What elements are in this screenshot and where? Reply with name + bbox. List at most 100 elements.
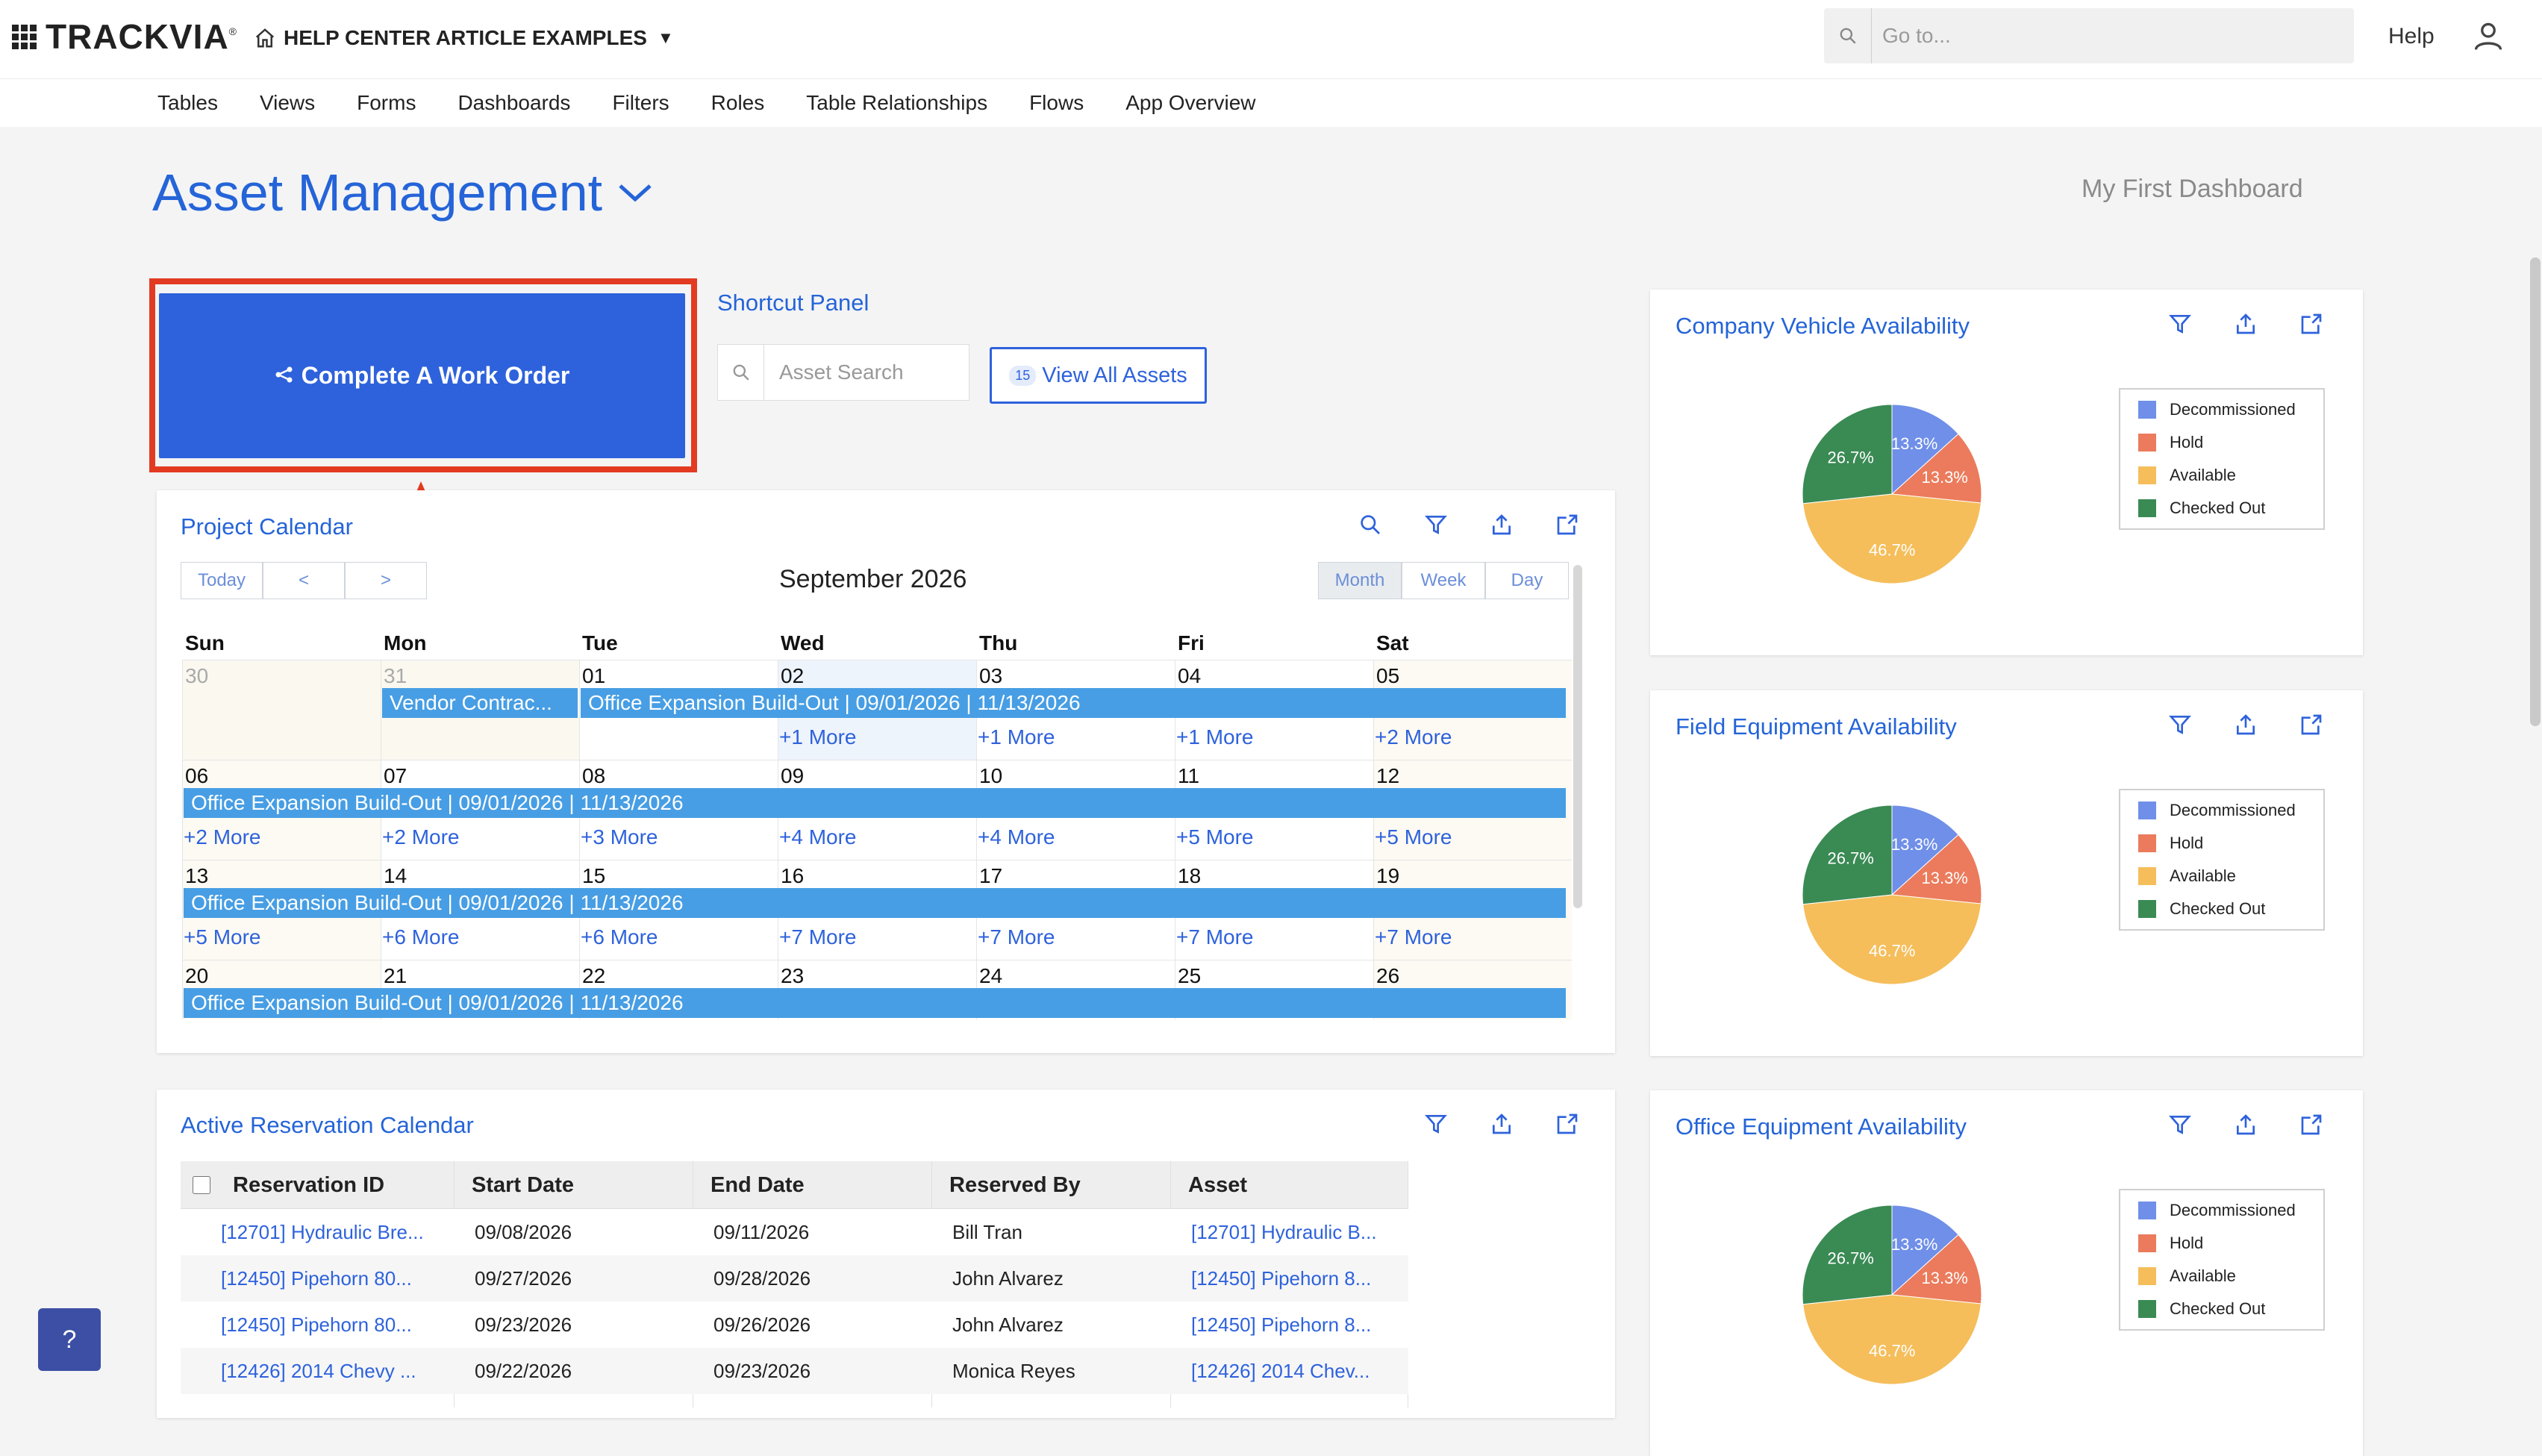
expand-icon[interactable]	[1555, 1112, 1579, 1136]
export-icon[interactable]	[2234, 713, 2258, 737]
user-icon[interactable]	[2472, 19, 2505, 56]
calendar-scrollbar[interactable]	[1573, 565, 1582, 908]
pie-slice-decommissioned[interactable]	[1891, 1205, 1959, 1296]
more-events-link[interactable]: +5 More	[184, 925, 261, 949]
pie-slice-hold[interactable]	[1890, 834, 1982, 904]
go-to-input[interactable]	[1872, 24, 2320, 48]
filter-icon[interactable]	[2168, 312, 2192, 336]
legend-item[interactable]: Checked Out	[2138, 1299, 2265, 1319]
pie-slice-hold[interactable]	[1890, 433, 1982, 504]
more-events-link[interactable]: +5 More	[1176, 825, 1254, 849]
more-events-link[interactable]: +7 More	[1375, 925, 1452, 949]
filter-icon[interactable]	[2168, 713, 2192, 737]
nav-roles[interactable]: Roles	[711, 91, 765, 114]
event-office-expansion[interactable]: Office Expansion Build-Out | 09/01/2026 …	[184, 788, 1566, 818]
table-row[interactable]: [12426] 2014 Chevy ... 09/22/2026 09/23/20…	[181, 1348, 1408, 1394]
legend-item[interactable]: Available	[2138, 1266, 2236, 1286]
nav-table-relationships[interactable]: Table Relationships	[806, 91, 988, 114]
day-view-button[interactable]: Day	[1485, 562, 1569, 599]
week-view-button[interactable]: Week	[1402, 562, 1485, 599]
page-scrollbar[interactable]	[2530, 257, 2541, 726]
legend-item[interactable]: Decommissioned	[2138, 1201, 2296, 1220]
col-start-date[interactable]: Start Date	[472, 1173, 574, 1197]
nav-views[interactable]: Views	[259, 91, 316, 114]
go-to-search[interactable]	[1824, 8, 2354, 63]
more-events-link[interactable]: +3 More	[581, 825, 658, 849]
asset-cell[interactable]: [12450] Pipehorn 8...	[1191, 1313, 1372, 1336]
next-month-button[interactable]: >	[345, 562, 427, 599]
export-icon[interactable]	[1490, 1112, 1514, 1136]
legend-item[interactable]: Hold	[2138, 433, 2203, 452]
event-office-expansion[interactable]: Office Expansion Build-Out | 09/01/2026 …	[184, 888, 1566, 918]
today-button[interactable]: Today	[181, 562, 263, 599]
col-end-date[interactable]: End Date	[711, 1173, 805, 1197]
legend-item[interactable]: Checked Out	[2138, 899, 2265, 919]
legend-item[interactable]: Available	[2138, 866, 2236, 886]
filter-icon[interactable]	[1424, 1112, 1448, 1136]
nav-flows[interactable]: Flows	[1029, 91, 1084, 114]
more-events-link[interactable]: +1 More	[978, 725, 1055, 749]
col-reservation-id[interactable]: Reservation ID	[233, 1173, 385, 1197]
legend-item[interactable]: Decommissioned	[2138, 801, 2296, 820]
pie-slice-checked-out[interactable]	[1802, 804, 1893, 905]
app-switcher[interactable]: HELP CENTER ARTICLE EXAMPLES ▼	[254, 24, 674, 52]
event-office-expansion[interactable]: Office Expansion Build-Out | 09/01/2026 …	[184, 988, 1566, 1018]
more-events-link[interactable]: +1 More	[779, 725, 857, 749]
more-events-link[interactable]: +6 More	[581, 925, 658, 949]
more-events-link[interactable]: +7 More	[978, 925, 1055, 949]
complete-work-order-button[interactable]: Complete A Work Order	[159, 293, 685, 458]
legend-item[interactable]: Decommissioned	[2138, 400, 2296, 419]
more-events-link[interactable]: +4 More	[978, 825, 1055, 849]
export-icon[interactable]	[2234, 312, 2258, 336]
col-asset[interactable]: Asset	[1188, 1173, 1247, 1197]
search-icon[interactable]	[1358, 513, 1382, 537]
legend-item[interactable]: Checked Out	[2138, 499, 2265, 518]
page-title[interactable]: Asset Management	[152, 163, 653, 222]
more-events-link[interactable]: +2 More	[382, 825, 460, 849]
asset-cell[interactable]: [12701] Hydraulic B...	[1191, 1221, 1377, 1243]
more-events-link[interactable]: +5 More	[1375, 825, 1452, 849]
help-link[interactable]: Help	[2388, 24, 2435, 49]
table-row[interactable]: [12450] Pipehorn 80... 09/23/2026 09/26/20…	[181, 1302, 1408, 1348]
nav-tables[interactable]: Tables	[157, 91, 218, 114]
dashboard-name[interactable]: My First Dashboard	[2082, 175, 2303, 203]
col-reserved-by[interactable]: Reserved By	[949, 1173, 1081, 1197]
legend-item[interactable]: Hold	[2138, 1234, 2203, 1253]
pie-slice-decommissioned[interactable]	[1891, 804, 1959, 896]
asset-cell[interactable]: [12450] Pipehorn 8...	[1191, 1267, 1372, 1290]
event-office-expansion[interactable]: Office Expansion Build-Out | 09/01/2026 …	[581, 688, 1566, 718]
trackvia-logo[interactable]: TRACKVIA ®	[12, 19, 237, 54]
prev-month-button[interactable]: <	[263, 562, 345, 599]
pie-slice-checked-out[interactable]	[1802, 1205, 1893, 1305]
pie-slice-available[interactable]	[1802, 894, 1982, 985]
legend-item[interactable]: Hold	[2138, 834, 2203, 853]
pie-slice-hold[interactable]	[1890, 1234, 1982, 1305]
asset-search-input[interactable]	[764, 360, 958, 384]
filter-icon[interactable]	[2168, 1113, 2192, 1137]
reservation-id-cell[interactable]: [12701] Hydraulic Bre...	[221, 1221, 424, 1243]
calendar-day-cell[interactable]	[182, 660, 381, 760]
more-events-link[interactable]: +6 More	[382, 925, 460, 949]
pie-slice-available[interactable]	[1802, 493, 1982, 584]
filter-icon[interactable]	[1424, 513, 1448, 537]
view-all-assets-button[interactable]: 15 View All Assets	[990, 347, 1207, 404]
expand-icon[interactable]	[2299, 1113, 2323, 1137]
pie-slice-decommissioned[interactable]	[1891, 404, 1959, 496]
asset-cell[interactable]: [12426] 2014 Chev...	[1191, 1360, 1370, 1382]
more-events-link[interactable]: +1 More	[1176, 725, 1254, 749]
reservation-id-cell[interactable]: [12426] 2014 Chevy ...	[221, 1360, 416, 1382]
more-events-link[interactable]: +4 More	[779, 825, 857, 849]
more-events-link[interactable]: +2 More	[184, 825, 261, 849]
month-view-button[interactable]: Month	[1318, 562, 1402, 599]
more-events-link[interactable]: +7 More	[1176, 925, 1254, 949]
pie-slice-available[interactable]	[1802, 1294, 1982, 1385]
nav-forms[interactable]: Forms	[357, 91, 416, 114]
help-button[interactable]: ?	[38, 1308, 101, 1371]
more-events-link[interactable]: +2 More	[1375, 725, 1452, 749]
legend-item[interactable]: Available	[2138, 466, 2236, 485]
expand-icon[interactable]	[2299, 312, 2323, 336]
export-icon[interactable]	[2234, 1113, 2258, 1137]
nav-app-overview[interactable]: App Overview	[1125, 91, 1256, 114]
table-row[interactable]: [12701] Hydraulic Bre... 09/08/2026 09/11/…	[181, 1209, 1408, 1255]
reservation-id-cell[interactable]: [12450] Pipehorn 80...	[221, 1267, 412, 1290]
